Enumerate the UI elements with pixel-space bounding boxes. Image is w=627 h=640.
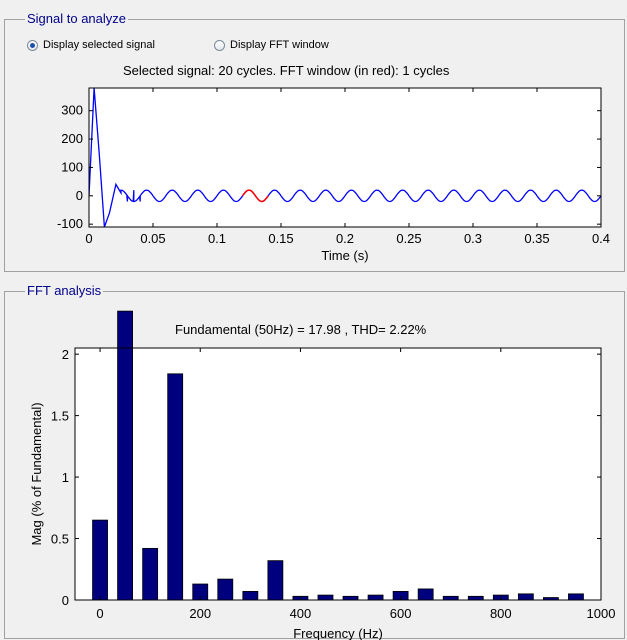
time-y-tick-label: 0	[76, 188, 83, 203]
signal-panel-title: Signal to analyze	[25, 11, 129, 26]
time-y-tick-label: 100	[61, 159, 83, 174]
fft-window-segment	[241, 189, 269, 203]
radio-unchecked-icon[interactable]	[214, 39, 225, 51]
time-x-tick-label: 0.35	[524, 231, 549, 246]
time-y-tick-label: 300	[61, 103, 83, 118]
time-x-tick-label: 0.2	[336, 231, 354, 246]
display-fft-window-label: Display FFT window	[230, 39, 329, 51]
time-x-tick-label: 0.15	[268, 231, 293, 246]
time-x-tick-label: 0.3	[464, 231, 482, 246]
time-x-tick-label: 0.1	[208, 231, 226, 246]
radio-checked-icon[interactable]	[27, 39, 38, 51]
fft-subtitle: Fundamental (50Hz) = 17.98 , THD= 2.22%	[175, 322, 427, 337]
display-fft-window-radio[interactable]: Display FFT window	[214, 39, 329, 51]
display-selected-signal-radio[interactable]: Display selected signal	[27, 39, 155, 51]
signal-subtitle: Selected signal: 20 cycles. FFT window (…	[123, 63, 450, 78]
signal-waveform	[89, 88, 601, 227]
time-y-tick-label: -100	[57, 216, 83, 231]
time-x-axis-label: Time (s)	[321, 248, 368, 263]
time-y-tick-label: 200	[61, 131, 83, 146]
time-x-tick-label: 0.25	[396, 231, 421, 246]
time-x-tick-label: 0.4	[592, 231, 610, 246]
fft-panel-title: FFT analysis	[25, 283, 104, 298]
time-x-tick-label: 0.05	[140, 231, 165, 246]
fft-panel	[4, 291, 625, 639]
signal-panel	[4, 19, 625, 272]
display-selected-signal-label: Display selected signal	[43, 39, 155, 51]
time-x-tick-label: 0	[85, 231, 92, 246]
time-plot-area	[89, 88, 601, 227]
